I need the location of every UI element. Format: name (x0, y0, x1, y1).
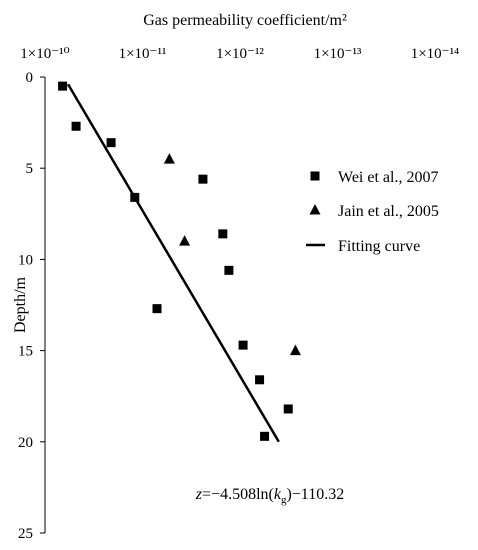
legend-triangle-marker (309, 204, 321, 215)
y-tick-label: 25 (18, 526, 33, 542)
legend-label: Fitting curve (338, 238, 420, 255)
fit-equation: z=−4.508ln(kg)−110.32 (195, 486, 344, 506)
y-tick-label: 10 (18, 252, 33, 268)
x-tick-label: 1×10⁻¹¹ (119, 46, 167, 62)
wei-2007-point (238, 340, 248, 350)
y-tick-label: 15 (18, 344, 33, 360)
plot-area (58, 81, 301, 443)
wei-2007-point (71, 121, 81, 131)
y-axis: 0 5 10 15 20 25 (18, 70, 46, 542)
wei-2007-point (224, 265, 234, 275)
wei-2007-point (283, 404, 293, 414)
wei-2007-point (198, 174, 208, 184)
wei-2007-point (218, 229, 228, 239)
y-tick-label: 5 (26, 161, 34, 177)
jain-2005-point (179, 235, 191, 246)
x-axis-tick-labels: 1×10⁻¹⁰ 1×10⁻¹¹ 1×10⁻¹² 1×10⁻¹³ 1×10⁻¹⁴ (20, 46, 459, 62)
y-tick-label: 0 (26, 70, 34, 86)
jain-2005-point (163, 153, 175, 164)
x-tick-label: 1×10⁻¹³ (314, 46, 362, 62)
fitting-curve-line (66, 83, 280, 443)
legend-square-marker (310, 171, 320, 181)
legend-label: Wei et al., 2007 (338, 169, 438, 186)
wei-2007-point (255, 375, 265, 385)
legend: Wei et al., 2007 Jain et al., 2005 Fitting… (306, 169, 439, 255)
jain-2005-point (289, 344, 301, 356)
legend-label: Jain et al., 2005 (338, 203, 439, 220)
wei-2007-point (106, 138, 116, 148)
x-tick-label: 1×10⁻¹² (216, 46, 264, 62)
wei-2007-point (152, 304, 162, 314)
wei-2007-point (58, 81, 68, 91)
y-axis-title: Depth/m (12, 276, 29, 333)
x-axis-title: Gas permeability coefficient/m² (143, 12, 347, 29)
x-tick-label: 1×10⁻¹⁰ (20, 46, 69, 62)
y-tick-label: 20 (18, 435, 33, 451)
wei-2007-point (260, 431, 270, 441)
x-tick-label: 1×10⁻¹⁴ (411, 46, 460, 62)
